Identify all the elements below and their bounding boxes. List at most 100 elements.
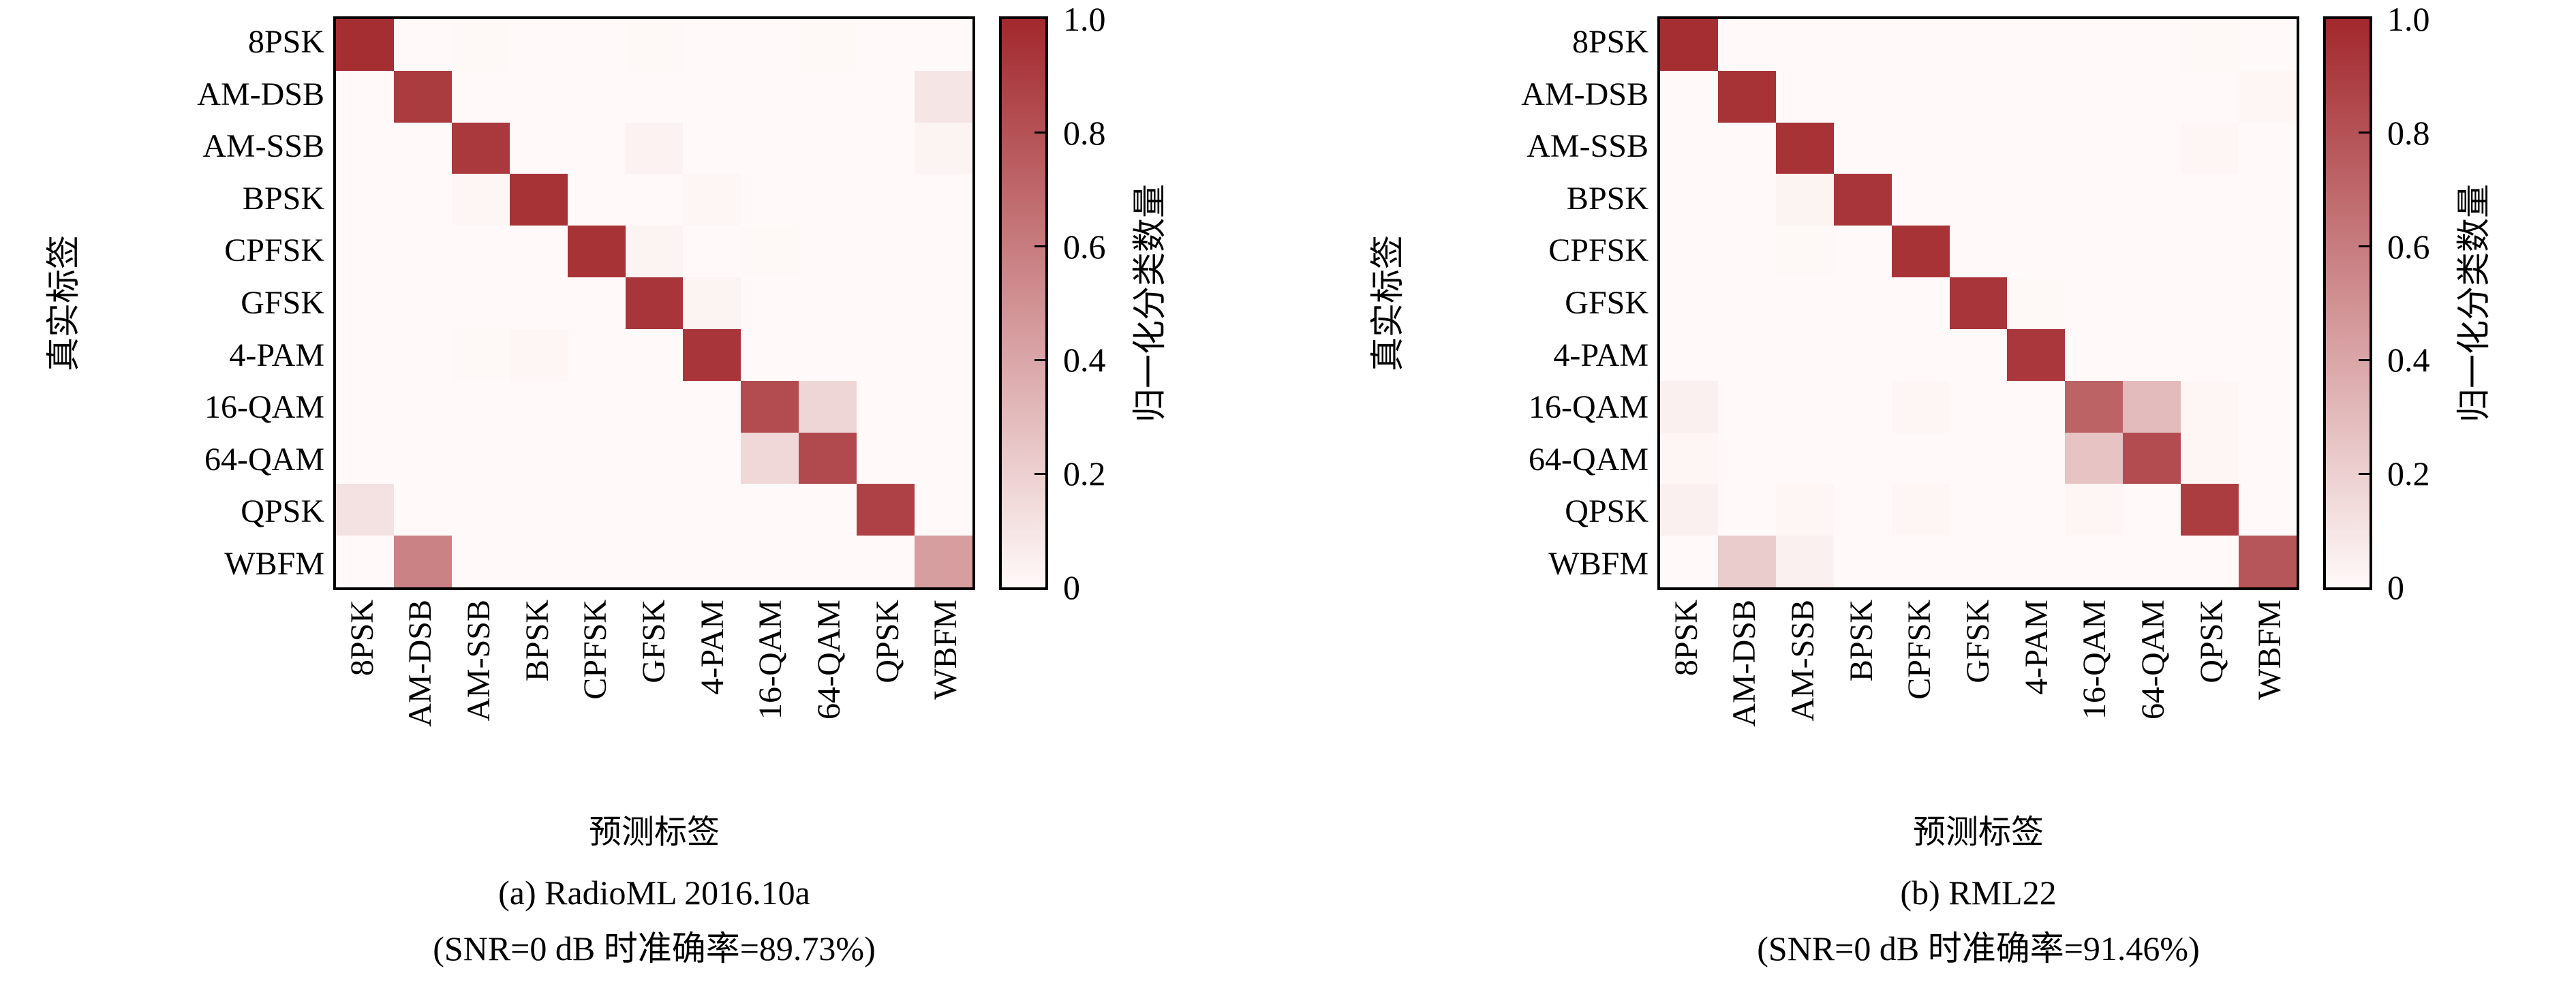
- x-tick-16-QAM: 16-QAM: [752, 600, 789, 720]
- cell-16-QAM-CPFSK: [1891, 380, 1950, 433]
- cell-AM-DSB-4-PAM: [2007, 70, 2066, 123]
- cell-16-QAM-BPSK: [1833, 380, 1892, 433]
- cell-CPFSK-QPSK: [2181, 226, 2239, 278]
- cell-AM-SSB-4-PAM: [683, 122, 741, 174]
- cell-BPSK-GFSK: [625, 174, 684, 226]
- cell-64-QAM-16-QAM: [741, 432, 799, 484]
- cell-WBFM-4-PAM: [683, 536, 741, 587]
- cell-QPSK-CPFSK: [1891, 484, 1950, 536]
- x-tick-CPFSK: CPFSK: [1901, 600, 1938, 700]
- cell-64-QAM-AM-DSB: [393, 432, 452, 484]
- cell-64-QAM-8PSK: [336, 432, 394, 484]
- cell-AM-DSB-8PSK: [336, 70, 394, 123]
- cell-GFSK-4-PAM: [2007, 277, 2066, 329]
- cell-16-QAM-8PSK: [1660, 380, 1718, 433]
- cell-64-QAM-AM-SSB: [451, 432, 510, 484]
- x-tick-AM-SSB: AM-SSB: [1785, 600, 1822, 722]
- cell-8PSK-16-QAM: [2065, 19, 2123, 71]
- cell-16-QAM-AM-SSB: [451, 380, 510, 433]
- cell-16-QAM-16-QAM: [741, 380, 799, 433]
- x-tick-BPSK: BPSK: [1843, 600, 1880, 682]
- cell-4-PAM-WBFM: [915, 328, 972, 381]
- x-tick-WBFM: WBFM: [927, 600, 964, 700]
- cell-16-QAM-GFSK: [625, 380, 684, 433]
- x-tick-4-PAM: 4-PAM: [2018, 600, 2055, 695]
- colorbar-tick-0.6: 0.6: [1063, 227, 1106, 266]
- cell-BPSK-QPSK: [2181, 174, 2239, 226]
- cell-GFSK-AM-SSB: [1775, 277, 1834, 329]
- x-tick-8PSK: 8PSK: [343, 600, 380, 677]
- cell-WBFM-CPFSK: [567, 536, 626, 587]
- cell-16-QAM-AM-DSB: [1717, 380, 1776, 433]
- cell-GFSK-QPSK: [857, 277, 915, 329]
- cell-4-PAM-16-QAM: [741, 328, 799, 381]
- cell-64-QAM-BPSK: [1833, 432, 1892, 484]
- y-tick-16-QAM: 16-QAM: [1529, 389, 1649, 426]
- cell-AM-SSB-AM-DSB: [393, 122, 452, 174]
- caption-accuracy: (SNR=0 dB 时准确率=91.46%): [1757, 929, 2200, 968]
- colorbar-tickmark-0.8: [2359, 132, 2370, 134]
- cell-QPSK-GFSK: [625, 484, 684, 536]
- cell-4-PAM-AM-SSB: [1775, 328, 1834, 381]
- x-tick-AM-DSB: AM-DSB: [1726, 600, 1763, 727]
- cell-CPFSK-CPFSK: [1891, 226, 1950, 278]
- cell-64-QAM-AM-DSB: [1717, 432, 1776, 484]
- cell-BPSK-16-QAM: [2065, 174, 2123, 226]
- cell-GFSK-4-PAM: [683, 277, 741, 329]
- cell-WBFM-8PSK: [336, 536, 394, 587]
- cell-CPFSK-AM-SSB: [1775, 226, 1834, 278]
- cell-4-PAM-WBFM: [2239, 328, 2297, 381]
- x-tick-QPSK: QPSK: [869, 600, 906, 683]
- colorbar-tick-1.0: 1.0: [1063, 0, 1106, 38]
- cell-4-PAM-GFSK: [1949, 328, 2008, 381]
- cell-CPFSK-AM-DSB: [393, 226, 452, 278]
- cell-16-QAM-BPSK: [509, 380, 568, 433]
- y-tick-64-QAM: 64-QAM: [1529, 441, 1649, 478]
- cell-GFSK-64-QAM: [2123, 277, 2181, 329]
- cell-WBFM-AM-DSB: [1717, 536, 1776, 587]
- cell-AM-SSB-WBFM: [2239, 122, 2297, 174]
- cell-CPFSK-GFSK: [1949, 226, 2008, 278]
- cell-16-QAM-WBFM: [915, 380, 972, 433]
- colorbar-title: 归一化分类数量: [1131, 184, 1169, 422]
- colorbar-tickmark-0.6: [1034, 245, 1045, 248]
- cell-16-QAM-AM-SSB: [1775, 380, 1834, 433]
- cell-WBFM-QPSK: [857, 536, 915, 587]
- cell-16-QAM-64-QAM: [2123, 380, 2181, 433]
- x-tick-AM-SSB: AM-SSB: [461, 600, 497, 722]
- y-tick-CPFSK: CPFSK: [1548, 232, 1649, 269]
- cell-64-QAM-WBFM: [915, 432, 972, 484]
- y-tick-64-QAM: 64-QAM: [204, 441, 324, 478]
- cell-64-QAM-64-QAM: [2123, 432, 2181, 484]
- x-tick-AM-DSB: AM-DSB: [402, 600, 439, 727]
- x-tick-GFSK: GFSK: [1960, 600, 1996, 683]
- colorbar-gradient: [1002, 19, 1045, 587]
- cell-AM-DSB-AM-DSB: [393, 70, 452, 123]
- cell-GFSK-WBFM: [2239, 277, 2297, 329]
- cell-4-PAM-CPFSK: [567, 328, 626, 381]
- x-tick-WBFM: WBFM: [2252, 600, 2288, 700]
- cell-4-PAM-8PSK: [336, 328, 394, 381]
- cell-CPFSK-CPFSK: [567, 226, 626, 278]
- cell-64-QAM-GFSK: [1949, 432, 2008, 484]
- cell-16-QAM-64-QAM: [799, 380, 857, 433]
- cell-8PSK-GFSK: [625, 19, 684, 71]
- cell-AM-SSB-64-QAM: [799, 122, 857, 174]
- cell-4-PAM-64-QAM: [799, 328, 857, 381]
- cell-8PSK-64-QAM: [799, 19, 857, 71]
- cell-4-PAM-AM-DSB: [393, 328, 452, 381]
- x-tick-64-QAM: 64-QAM: [2134, 600, 2171, 720]
- cell-8PSK-4-PAM: [683, 19, 741, 71]
- colorbar-tick-0.6: 0.6: [2387, 227, 2430, 266]
- confusion-matrix-heatmap-a: [333, 16, 975, 590]
- cell-BPSK-4-PAM: [683, 174, 741, 226]
- cell-GFSK-AM-DSB: [393, 277, 452, 329]
- cell-BPSK-AM-DSB: [1717, 174, 1776, 226]
- cell-QPSK-4-PAM: [683, 484, 741, 536]
- x-tick-64-QAM: 64-QAM: [810, 600, 847, 720]
- cell-AM-DSB-GFSK: [625, 70, 684, 123]
- cell-AM-SSB-64-QAM: [2123, 122, 2181, 174]
- cell-4-PAM-16-QAM: [2065, 328, 2123, 381]
- cell-QPSK-AM-DSB: [393, 484, 452, 536]
- cell-BPSK-BPSK: [509, 174, 568, 226]
